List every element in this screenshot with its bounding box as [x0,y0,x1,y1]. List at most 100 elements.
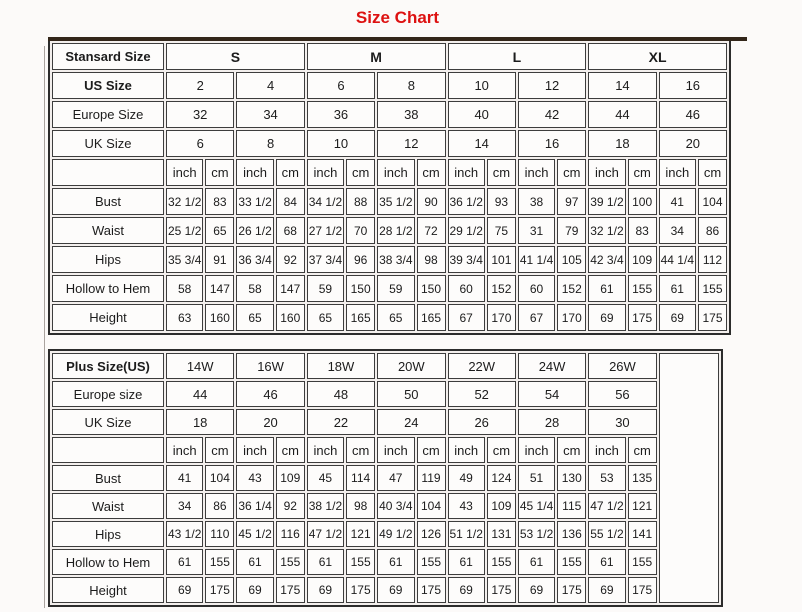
unit-cell: cm [346,437,376,463]
measurement-value-cell: 49 1/2 [377,521,415,547]
measurement-value-cell: 61 [588,549,626,575]
measurement-value-cell: 155 [627,275,657,302]
measurement-value-cell: 69 [658,304,696,331]
size-value-cell: 54 [517,381,587,407]
unit-cell: cm [205,437,235,463]
size-value-cell: 44 [588,101,657,128]
measurement-value-cell: 58 [236,275,274,302]
measurement-value-cell: 88 [346,188,376,215]
size-value-cell: 20 [658,130,727,157]
measurement-value-cell: 61 [377,549,415,575]
measurement-value-cell: 75 [486,217,516,244]
measurement-value-cell: 35 1/2 [377,188,415,215]
measurement-value-cell: 79 [557,217,587,244]
measurement-value-cell: 70 [346,217,376,244]
size-group-cell: 18W [306,353,376,379]
measurement-value-cell: 36 3/4 [236,246,274,273]
measurement-value-cell: 35 3/4 [166,246,204,273]
row-label: Height [52,304,164,331]
measurement-value-cell: 26 1/2 [236,217,274,244]
measurement-value-cell: 43 [236,465,274,491]
measurement-value-cell: 32 1/2 [166,188,204,215]
unit-cell: inch [517,159,556,186]
unit-cell: inch [517,437,556,463]
measurement-value-cell: 43 [447,493,485,519]
size-group-cell: 22W [447,353,516,379]
measurement-value-cell: 121 [346,521,376,547]
measurement-value-cell: 110 [205,521,235,547]
measurement-value-cell: 90 [416,188,446,215]
measurement-value-cell: 67 [447,304,485,331]
measurement-value-cell: 63 [166,304,204,331]
measurement-value-cell: 135 [627,465,657,491]
unit-cell: inch [306,437,345,463]
measurement-value-cell: 165 [416,304,446,331]
size-value-cell: 16 [517,130,587,157]
measurement-value-cell: 69 [236,577,274,603]
size-value-cell: 52 [447,381,516,407]
row-label: UK Size [52,409,164,435]
size-value-cell: 50 [377,381,446,407]
measurement-value-cell: 86 [205,493,235,519]
measurement-value-cell: 115 [557,493,587,519]
size-value-cell: 22 [306,409,376,435]
size-value-cell: 46 [236,381,305,407]
measurement-value-cell: 97 [557,188,587,215]
measurement-value-cell: 41 [166,465,204,491]
measurement-value-cell: 69 [588,577,626,603]
size-value-cell: 8 [236,130,305,157]
measurement-value-cell: 109 [486,493,516,519]
row-label: UK Size [52,130,164,157]
measurement-value-cell: 49 [447,465,485,491]
empty-filler-cell [658,353,719,603]
measurement-value-cell: 69 [447,577,485,603]
measurement-value-cell: 147 [205,275,235,302]
size-value-cell: 14 [588,72,657,99]
measurement-value-cell: 41 1/4 [517,246,556,273]
measurement-value-cell: 109 [275,465,305,491]
measurement-value-cell: 104 [416,493,446,519]
row-label: Height [52,577,164,603]
measurement-value-cell: 65 [236,304,274,331]
measurement-value-cell: 170 [486,304,516,331]
measurement-value-cell: 61 [166,549,204,575]
unit-cell: inch [377,437,415,463]
measurement-value-cell: 136 [557,521,587,547]
measurement-value-cell: 45 [306,465,345,491]
measurement-value-cell: 126 [416,521,446,547]
measurement-value-cell: 47 1/2 [588,493,626,519]
blank-cell [52,159,164,186]
size-value-cell: 48 [306,381,376,407]
row-label: Bust [52,188,164,215]
unit-cell: cm [416,159,446,186]
corner-label: Stansard Size [52,43,164,70]
measurement-value-cell: 104 [205,465,235,491]
measurement-value-cell: 38 1/2 [306,493,345,519]
measurement-value-cell: 152 [486,275,516,302]
measurement-value-cell: 69 [517,577,556,603]
measurement-value-cell: 68 [275,217,305,244]
measurement-value-cell: 155 [205,549,235,575]
unit-cell: cm [416,437,446,463]
measurement-value-cell: 119 [416,465,446,491]
size-value-cell: 6 [306,72,376,99]
measurement-value-cell: 131 [486,521,516,547]
measurement-value-cell: 155 [486,549,516,575]
row-label: Europe size [52,381,164,407]
unit-cell: cm [557,159,587,186]
row-label: Waist [52,493,164,519]
measurement-value-cell: 155 [627,549,657,575]
measurement-value-cell: 116 [275,521,305,547]
size-value-cell: 12 [377,130,446,157]
measurement-value-cell: 25 1/2 [166,217,204,244]
unit-cell: cm [486,437,516,463]
unit-cell: inch [658,159,696,186]
measurement-value-cell: 61 [517,549,556,575]
measurement-value-cell: 37 3/4 [306,246,345,273]
measurement-value-cell: 67 [517,304,556,331]
measurement-value-cell: 72 [416,217,446,244]
blank-cell [52,437,164,463]
measurement-value-cell: 65 [306,304,345,331]
measurement-value-cell: 155 [698,275,727,302]
unit-cell: cm [627,159,657,186]
